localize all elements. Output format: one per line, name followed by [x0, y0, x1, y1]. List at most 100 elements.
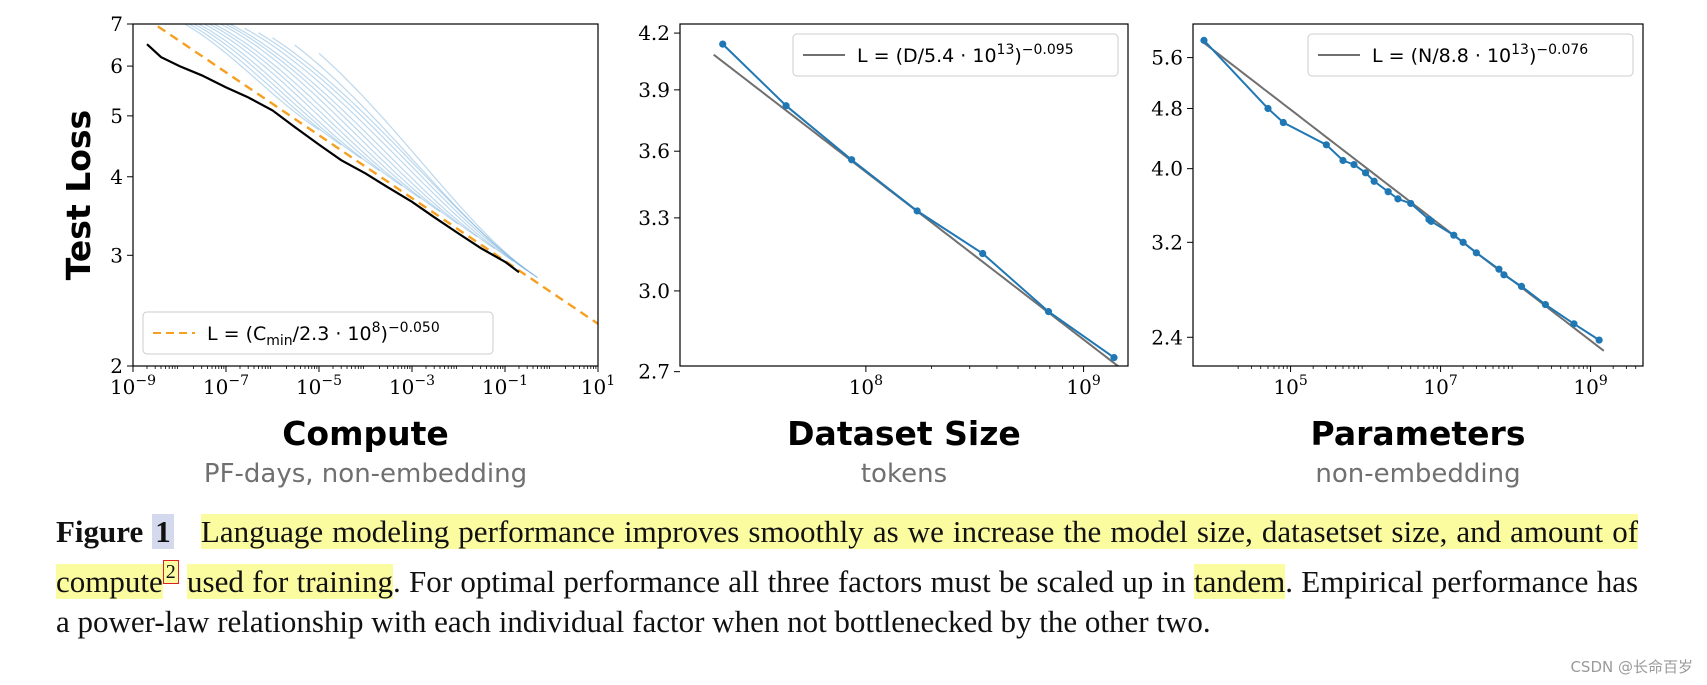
data-point: [1472, 249, 1480, 257]
x-axis-title-compute: Compute: [282, 414, 449, 453]
data-point: [1384, 188, 1392, 196]
x-tick-label: 107: [1423, 373, 1457, 399]
y-tick-label: 7: [110, 12, 123, 36]
data-point: [1322, 141, 1330, 149]
data-point: [1595, 336, 1603, 344]
caption-text-2: . Empirical performance has a power-law …: [56, 564, 1639, 639]
caption-footnote-link[interactable]: 2: [162, 560, 179, 584]
training-curve: [219, 24, 459, 225]
data-point: [1044, 308, 1053, 316]
data-point: [1570, 320, 1578, 328]
data-point: [1459, 238, 1467, 246]
plot-frame-dataset: [679, 23, 1129, 367]
x-axis-title-dataset: Dataset Size: [787, 414, 1021, 453]
legend-box-dataset: [792, 33, 1119, 77]
panel-parameters: 105 107 109 2.4 3.2 4.0 4.8 5.6 Parameters non-em…: [1151, 23, 1644, 489]
y-tick-label: 5: [110, 104, 123, 128]
y-tick-label: 5.6: [1151, 46, 1183, 70]
caption-highlight-3: tandem: [1194, 564, 1286, 599]
y-tick-label: 6: [110, 54, 123, 78]
training-curve: [229, 24, 496, 250]
panel-compute: 10−9 10−7 10−5 10−3 10−1 101 2 3 4 5 6 7 Compute PF-d…: [59, 12, 615, 489]
plot-frame-compute: [132, 23, 599, 367]
caption-text-1: . For optimal performance all three fact…: [393, 564, 1186, 599]
fit-line-compute: [152, 24, 598, 325]
y-tick-label: 4: [110, 165, 123, 189]
y-tick-label: 3.2: [1151, 230, 1183, 254]
data-point: [782, 102, 790, 110]
data-point: [979, 249, 987, 258]
legend-label-compute: L = (Cmin/2.3 · 108)−0.050: [207, 320, 440, 349]
charts-canvas: 10−9 10−7 10−5 10−3 10−1 101 2 3 4 5 6 7 Compute PF-d…: [59, 12, 1644, 489]
plot-area-parameters: [1200, 36, 1605, 352]
x-tick-label: 108: [849, 373, 883, 399]
plot-area-compute: [146, 24, 598, 325]
data-point: [1450, 231, 1458, 239]
compute-frontier-line: [146, 43, 520, 274]
y-tick-label: 2: [110, 354, 123, 378]
series-line-parameters: [1203, 39, 1600, 341]
caption-highlight-2: used for training: [187, 564, 394, 599]
data-point: [1279, 118, 1287, 127]
y-tick-label: 4.0: [1151, 157, 1183, 181]
data-point: [1350, 160, 1358, 169]
data-point: [1370, 177, 1378, 185]
watermark: CSDN @长命百岁️: [1570, 658, 1693, 676]
data-point: [1517, 282, 1526, 290]
caption-label: Figure: [56, 514, 144, 549]
x-tick-label: 10−3: [389, 373, 435, 399]
training-curve: [212, 24, 441, 213]
training-curve: [318, 52, 538, 279]
series-line-dataset: [722, 43, 1115, 359]
data-point: [848, 156, 856, 164]
legend-label-parameters: L = (N/8.8 · 1013)−0.076: [1372, 42, 1588, 67]
y-tick-label: 2.4: [1151, 325, 1183, 349]
y-tick-label: 4.8: [1151, 96, 1183, 120]
legend-box-parameters: [1307, 33, 1634, 77]
legend-label-dataset: L = (D/5.4 · 1013)−0.095: [857, 42, 1074, 67]
y-axis-title: Test Loss: [59, 110, 98, 280]
y-tick-label: 3.0: [638, 279, 670, 303]
training-curve: [294, 44, 534, 275]
x-axis-subtitle-parameters: non-embedding: [1315, 459, 1520, 489]
x-tick-label: 105: [1273, 373, 1307, 399]
data-point: [1495, 265, 1503, 273]
data-point: [1339, 156, 1347, 165]
data-point: [1541, 300, 1550, 309]
data-point: [1361, 169, 1370, 177]
x-axis-title-parameters: Parameters: [1311, 414, 1526, 453]
legend-box-compute: [142, 311, 494, 355]
data-point: [1427, 217, 1435, 225]
data-point: [1200, 36, 1208, 44]
data-point: [1394, 195, 1402, 203]
x-tick-label: 10−1: [482, 373, 528, 399]
training-curve: [192, 24, 362, 159]
caption-figure-number[interactable]: 1: [152, 514, 174, 549]
data-point: [1407, 199, 1415, 208]
panel-dataset: 108 109 2.7 3.0 3.3 3.6 3.9 4.2 Dataset Size toke…: [638, 21, 1129, 489]
y-tick-label: 3.9: [638, 78, 670, 102]
training-curve: [272, 37, 538, 279]
y-tick-label: 2.7: [638, 360, 670, 384]
x-tick-label: 10−9: [110, 373, 156, 399]
x-tick-label: 109: [1573, 373, 1607, 399]
x-tick-label: 101: [581, 373, 615, 399]
training-curve: [183, 24, 320, 131]
data-point: [1264, 104, 1272, 113]
data-point: [913, 207, 921, 215]
x-axis-subtitle-compute: PF-days, non-embedding: [204, 459, 527, 489]
data-point: [1500, 271, 1508, 279]
training-curve: [188, 24, 342, 146]
y-tick-label: 3.3: [638, 206, 670, 230]
y-tick-label: 3: [110, 243, 123, 267]
x-axis-subtitle-dataset: tokens: [861, 459, 947, 489]
training-curve: [258, 32, 528, 272]
training-curve: [197, 24, 380, 172]
x-tick-label: 109: [1066, 373, 1100, 399]
training-curve: [202, 24, 403, 187]
y-tick-label: 3.6: [638, 139, 670, 163]
x-tick-label: 10−7: [203, 373, 249, 399]
plot-area-dataset: [713, 40, 1120, 366]
training-curve: [224, 24, 478, 238]
